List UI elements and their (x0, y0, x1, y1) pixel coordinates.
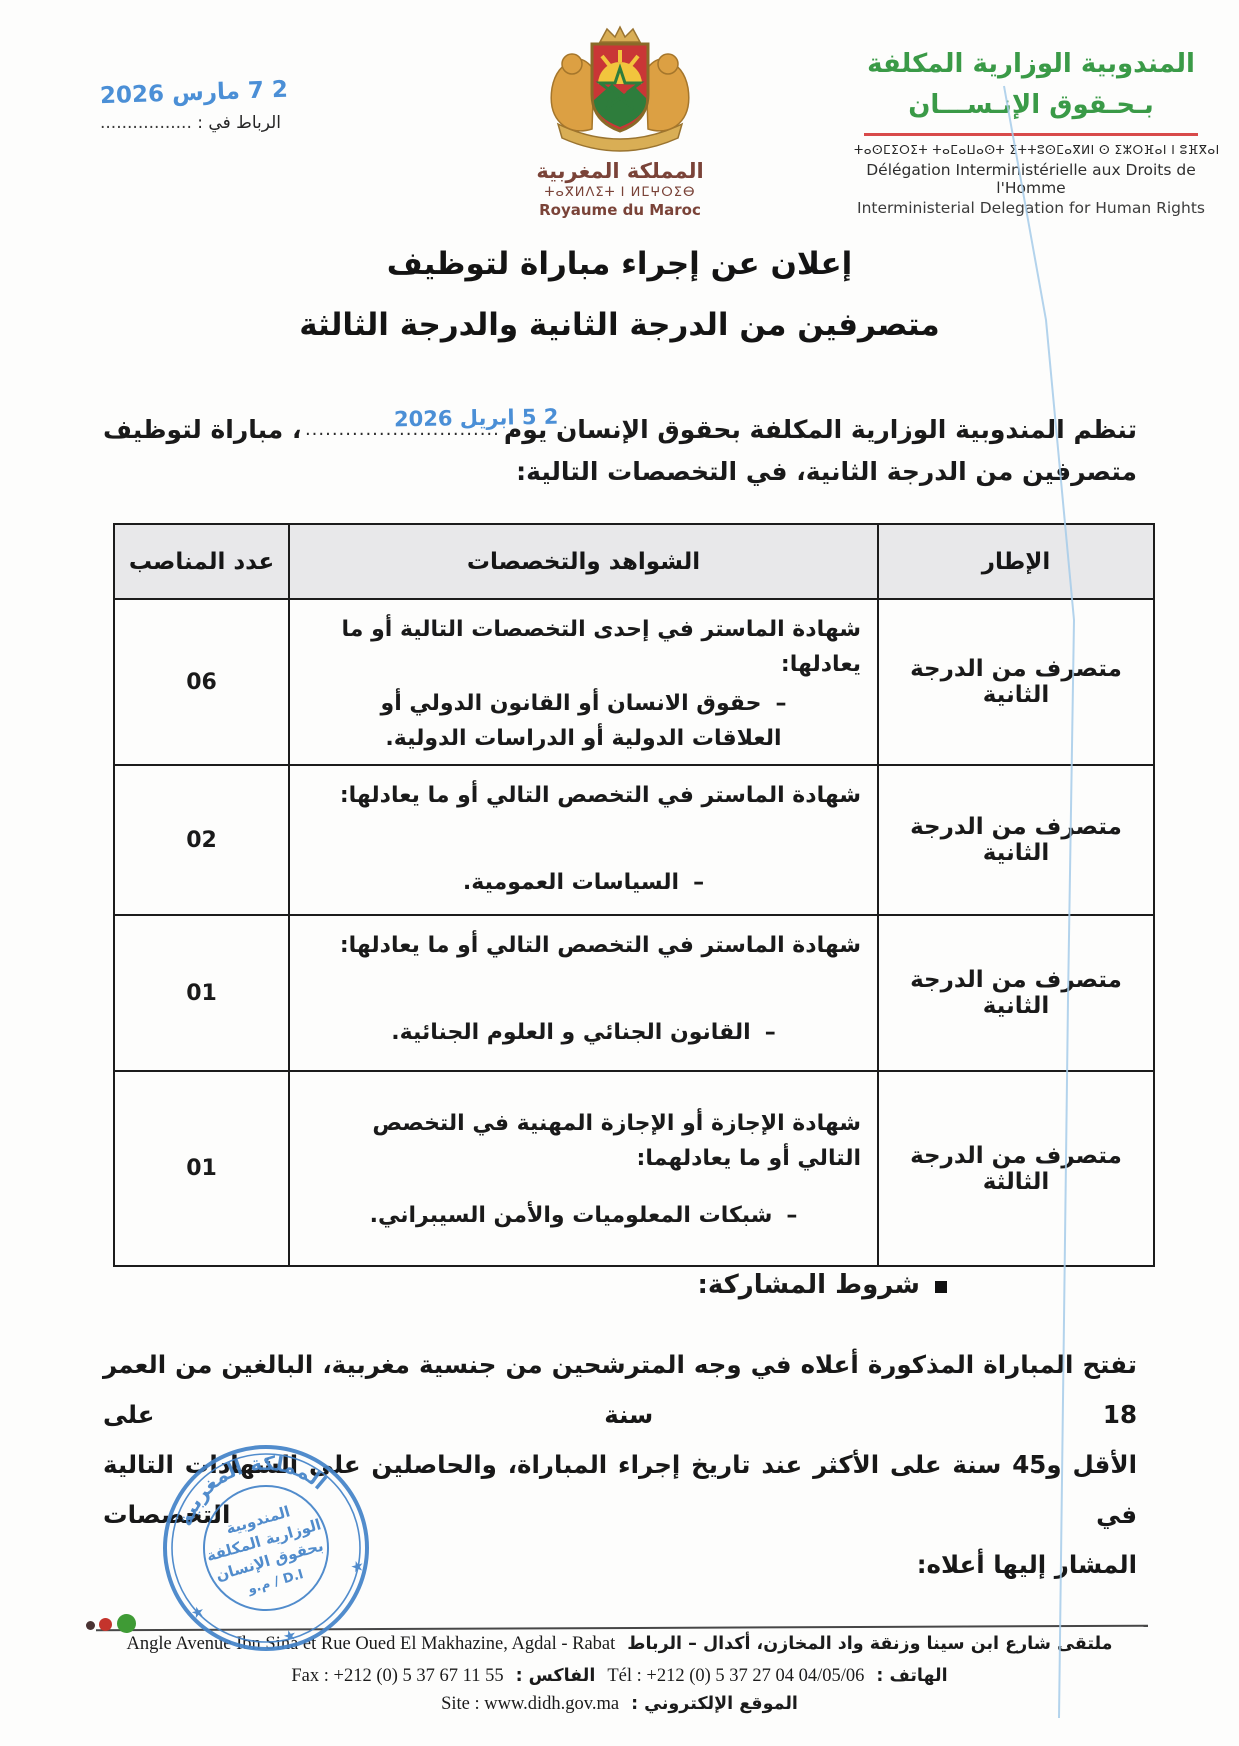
tel-number: Tél : +212 (0) 5 37 27 04 04/05/06 (607, 1666, 865, 1686)
table-row: متصرف من الدرجة الثانية شهادة الماستر في… (113, 914, 1155, 1072)
cadre-cell: متصرف من الدرجة الثانية (877, 914, 1155, 1072)
footer-phone-line: Fax : +212 (0) 5 37 67 11 55 الفاكس : Té… (0, 1666, 1239, 1687)
place-date-line: الرباط في : ................. (100, 113, 288, 133)
dash-bullet: – (775, 691, 787, 716)
intro-paragraph: تنظم المندوبية الوزارية المكلفة بحقوق ال… (103, 404, 1137, 486)
table-row: متصرف من الدرجة الثالثة شهادة الإجازة أو… (113, 1070, 1155, 1267)
diploma-intro: شهادة الماستر في التخصص التالي أو ما يعا… (339, 783, 861, 808)
count-cell: 02 (113, 764, 290, 916)
dotted-blank: ........................................… (305, 419, 500, 440)
table-row: متصرف من الدرجة الثانية شهادة الماستر في… (113, 598, 1155, 766)
diploma-cell: شهادة الماستر في التخصص التالي أو ما يعا… (288, 764, 879, 916)
conditions-heading: شروط المشاركة: (103, 1270, 1137, 1300)
handwritten-receipt-date: 2 7 مارس 2026 (99, 76, 289, 110)
place-label: الرباط في : (197, 113, 282, 133)
footer-site-line: Site : www.didh.gov.ma الموقع الإلكتروني… (0, 1694, 1239, 1715)
official-round-stamp: المملكة المغربية ★ ★ ★ المندوبية الوزاري… (160, 1432, 369, 1651)
cadre-cell: متصرف من الدرجة الثانية (877, 764, 1155, 916)
footer-dot-brown-icon (86, 1621, 95, 1630)
diploma-intro: شهادة الماستر في إحدى التخصصات التالية أ… (341, 617, 861, 677)
title-line-1: إعلان عن إجراء مباراة لتوظيف (386, 246, 853, 282)
header-diplomas: الشواهد والتخصصات (288, 523, 879, 600)
header-cadre: الإطار (877, 523, 1155, 600)
diploma-intro: شهادة الإجازة أو الإجازة المهنية في التخ… (372, 1111, 861, 1171)
stamp-star-icon: ★ (348, 1556, 366, 1577)
positions-table: الإطار الشواهد والتخصصات عدد المناصب متص… (113, 523, 1155, 1267)
delegation-name-arabic-line2: بـحـقوق الإنـســـان (908, 90, 1154, 120)
footer-dot-green-icon (117, 1614, 136, 1633)
delegation-name-tifinagh: ⵜⴰⵙⵎⵉⵔⵉⵜ ⵜⴰⵎⴰⵡⴰⵙⵜ ⵉⵜⵜⵓⵙⵎⴰⴳⵍⵏ ⵙ ⵉⵣⵔⴼⴰⵏ ⵏ … (854, 143, 1220, 157)
fax-label-arabic: الفاكس : (515, 1666, 596, 1686)
specialty-text: شبكات المعلوميات والأمن السيبراني. (369, 1203, 773, 1228)
diploma-cell: شهادة الماستر في التخصص التالي أو ما يعا… (288, 914, 879, 1072)
intro-before-date: تنظم المندوبية الوزارية المكلفة بحقوق ال… (503, 415, 1137, 444)
red-rule (864, 133, 1198, 136)
specialty-text: حقوق الانسان أو القانون الدولي أو العلاق… (380, 691, 782, 751)
address-arabic: ملتقى شارع ابن سينا وزنقة واد المخازن، أ… (627, 1634, 1113, 1654)
conditions-line-2: الأقل و45 سنة على الأكثر عند تاريخ إجراء… (103, 1450, 1137, 1529)
coat-of-arms-icon (550, 25, 690, 152)
kingdom-emblem-block: المملكة المغربية ⵜⴰⴳⵍⴷⵉⵜ ⵏ ⵍⵎⵖⵔⵉⴱ Royaum… (486, 24, 754, 219)
dash-bullet: – (764, 1020, 776, 1045)
dash-bullet: – (693, 870, 705, 895)
diploma-intro: شهادة الماستر في التخصص التالي أو ما يعا… (339, 933, 861, 958)
footer-dot-red-icon (99, 1618, 112, 1631)
delegation-name-arabic-line1: المندوبية الوزارية المكلفة (867, 49, 1195, 79)
specialty-item: –حقوق الانسان أو القانون الدولي أو العلا… (334, 686, 834, 756)
intro-after-date: ، مباراة لتوظيف (103, 415, 302, 444)
square-bullet-icon (935, 1281, 947, 1293)
cadre-cell: متصرف من الدرجة الثانية (877, 598, 1155, 766)
delegation-name-french: Délégation Interministérielle aux Droits… (866, 161, 1196, 197)
specialty-item: –شبكات المعلوميات والأمن السيبراني. (306, 1198, 861, 1233)
specialty-item: –القانون الجنائي و العلوم الجنائية. (306, 1015, 861, 1050)
delegation-name-english: Interministerial Delegation for Human Ri… (857, 199, 1205, 217)
count-cell: 01 (113, 914, 290, 1072)
title-line-2: متصرفين من الدرجة الثانية والدرجة الثالث… (299, 307, 940, 343)
intro-line-1: تنظم المندوبية الوزارية المكلفة بحقوق ال… (103, 404, 1137, 444)
kingdom-name-tifinagh: ⵜⴰⴳⵍⴷⵉⵜ ⵏ ⵍⵎⵖⵔⵉⴱ (544, 185, 696, 200)
diploma-cell: شهادة الإجازة أو الإجازة المهنية في التخ… (288, 1070, 879, 1267)
header-positions-count: عدد المناصب (113, 523, 290, 600)
tel-label-arabic: الهاتف : (876, 1666, 948, 1686)
count-cell: 01 (113, 1070, 290, 1267)
announcement-title: إعلان عن إجراء مباراة لتوظيف متصرفين من … (0, 246, 1239, 343)
stamp-star-icon: ★ (189, 1602, 207, 1623)
website-label-arabic: الموقع الإلكتروني : (631, 1694, 798, 1714)
conditions-paragraph: تفتح المباراة المذكورة أعلاه في وجه المت… (103, 1340, 1137, 1590)
table-row: متصرف من الدرجة الثانية شهادة الماستر في… (113, 764, 1155, 916)
fax-number: Fax : +212 (0) 5 37 67 11 55 (291, 1666, 504, 1686)
kingdom-name-arabic: المملكة المغربية (536, 159, 704, 183)
kingdom-name-french: Royaume du Maroc (539, 201, 701, 219)
dash-bullet: – (786, 1203, 798, 1228)
conditions-line-1: تفتح المباراة المذكورة أعلاه في وجه المت… (103, 1350, 1137, 1429)
delegation-letterhead: المندوبية الوزارية المكلفة بـحـقوق الإنـ… (854, 44, 1220, 217)
receipt-date-block: 2 7 مارس 2026 الرباط في : ..............… (99, 76, 289, 133)
website-url: Site : www.didh.gov.ma (441, 1694, 620, 1714)
stamp-star-icon: ★ (281, 1625, 299, 1646)
table-header-row: الإطار الشواهد والتخصصات عدد المناصب (113, 523, 1155, 600)
count-cell: 06 (113, 598, 290, 766)
specialty-item: –السياسات العمومية. (306, 865, 861, 900)
handwritten-exam-date: 2 5 ابريل 2026 (393, 404, 559, 432)
date-blank-area: ........................................… (302, 404, 559, 444)
intro-line-2: متصرفين من الدرجة الثانية، في التخصصات ا… (516, 457, 1137, 486)
conditions-heading-text: شروط المشاركة: (697, 1270, 920, 1300)
specialty-text: القانون الجنائي و العلوم الجنائية. (391, 1020, 751, 1045)
cadre-cell: متصرف من الدرجة الثالثة (877, 1070, 1155, 1267)
diploma-cell: شهادة الماستر في إحدى التخصصات التالية أ… (288, 598, 879, 766)
dotted-blank: ................. (100, 113, 192, 133)
specialty-text: السياسات العمومية. (462, 870, 680, 895)
